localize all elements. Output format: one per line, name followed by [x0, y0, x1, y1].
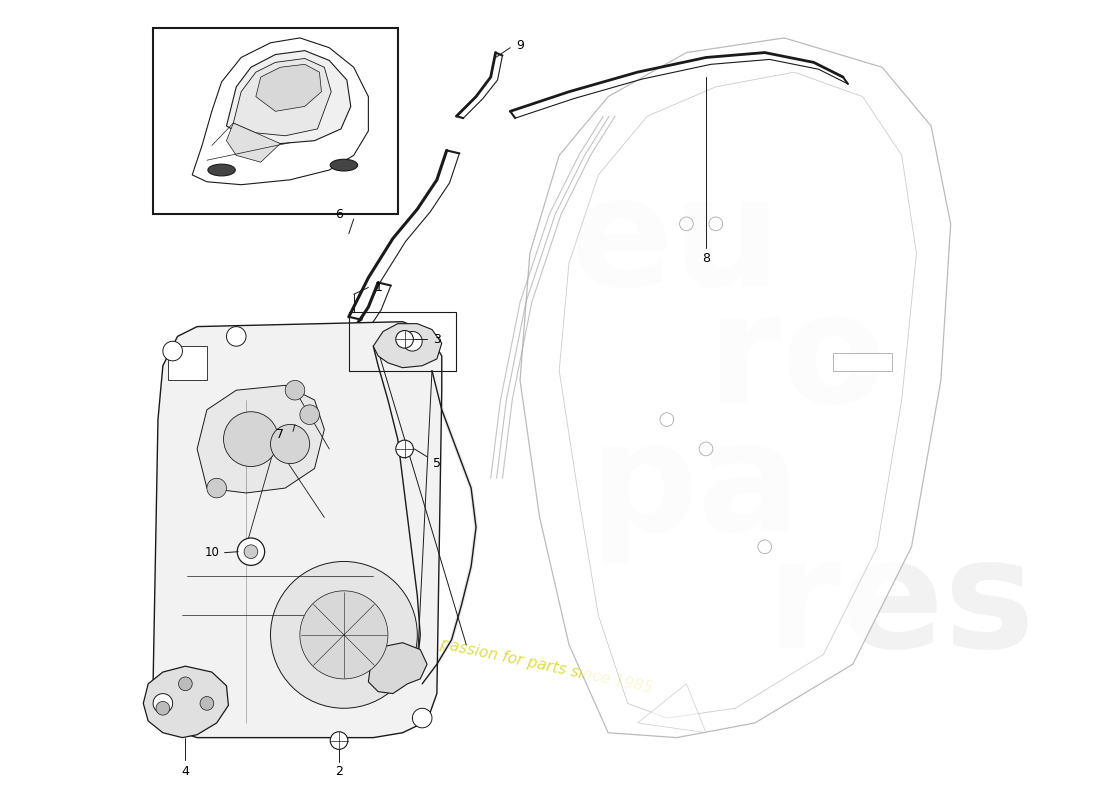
Polygon shape	[233, 58, 331, 136]
Polygon shape	[227, 123, 280, 162]
Polygon shape	[256, 64, 321, 111]
Polygon shape	[227, 50, 351, 143]
Text: 3: 3	[433, 333, 441, 346]
Text: ro: ro	[706, 286, 887, 435]
Circle shape	[238, 538, 265, 566]
Circle shape	[403, 331, 422, 351]
Circle shape	[300, 405, 319, 425]
Circle shape	[156, 702, 169, 715]
Circle shape	[396, 330, 414, 348]
Bar	[833, 353, 892, 370]
Text: 1: 1	[374, 281, 382, 294]
Polygon shape	[143, 666, 229, 738]
Text: 5: 5	[433, 457, 441, 470]
Polygon shape	[148, 322, 442, 738]
Circle shape	[396, 440, 414, 458]
Polygon shape	[368, 642, 427, 694]
Circle shape	[271, 425, 310, 464]
Circle shape	[163, 342, 183, 361]
Circle shape	[227, 326, 246, 346]
Circle shape	[412, 708, 432, 728]
Text: 6: 6	[336, 207, 343, 221]
Bar	[153, 28, 398, 214]
Circle shape	[330, 732, 348, 750]
Text: eu: eu	[569, 169, 781, 318]
Circle shape	[223, 412, 278, 466]
Text: pa: pa	[588, 414, 801, 562]
Circle shape	[207, 478, 227, 498]
Circle shape	[200, 697, 213, 710]
Text: a passion for parts since 1985: a passion for parts since 1985	[426, 633, 654, 695]
Circle shape	[178, 677, 192, 690]
Circle shape	[300, 591, 388, 679]
Circle shape	[285, 381, 305, 400]
Bar	[349, 312, 456, 370]
Text: 9: 9	[516, 39, 524, 52]
Text: 8: 8	[702, 251, 710, 265]
Text: 2: 2	[336, 766, 343, 778]
Text: 10: 10	[205, 546, 219, 559]
Circle shape	[271, 562, 417, 708]
Polygon shape	[192, 38, 368, 185]
Text: 7: 7	[276, 428, 284, 441]
Ellipse shape	[208, 164, 235, 176]
Polygon shape	[373, 324, 442, 368]
Text: res: res	[764, 531, 1035, 680]
Circle shape	[244, 545, 257, 558]
Text: 4: 4	[182, 766, 189, 778]
Circle shape	[153, 694, 173, 713]
Polygon shape	[520, 38, 950, 738]
Polygon shape	[197, 386, 324, 493]
Ellipse shape	[330, 159, 358, 171]
Polygon shape	[638, 684, 706, 733]
Bar	[168, 346, 207, 381]
